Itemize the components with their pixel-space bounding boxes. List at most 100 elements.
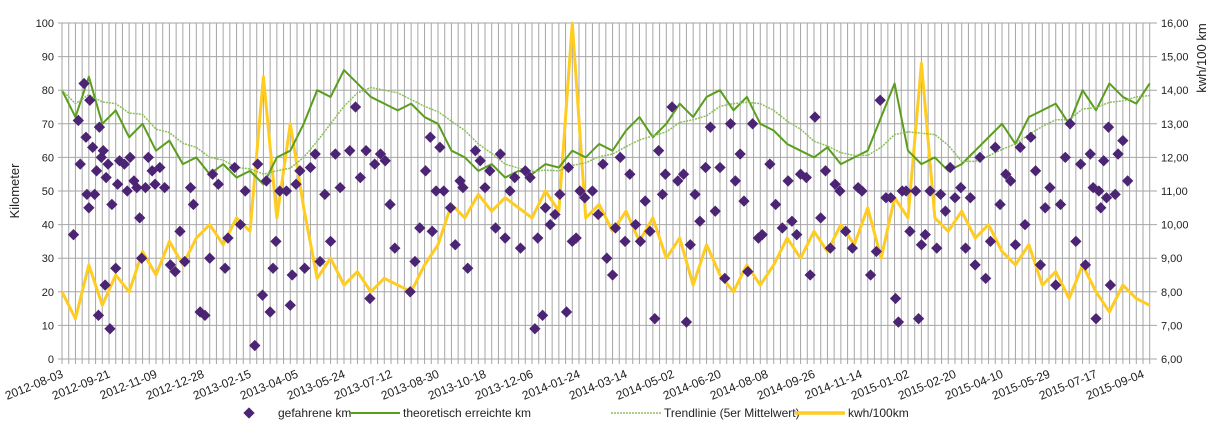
driven-km-point	[274, 185, 286, 197]
y-right-tick-label: 7,00	[1161, 320, 1182, 332]
driven-km-point	[252, 158, 264, 170]
driven-km-point	[680, 316, 693, 328]
driven-km-point	[290, 178, 302, 190]
y-left-tick-label: 0	[48, 354, 54, 366]
driven-km-point	[1121, 175, 1134, 187]
driven-km-point	[414, 222, 426, 234]
driven-km-point	[870, 245, 883, 258]
driven-km-point	[734, 148, 746, 160]
y-right-tick-label: 16,00	[1161, 18, 1189, 30]
driven-km-point	[606, 269, 619, 281]
driven-km-point	[249, 339, 261, 352]
driven-km-point	[829, 178, 841, 190]
driven-km-point	[597, 158, 609, 170]
driven-km-point	[782, 175, 794, 187]
driven-km-point	[984, 235, 997, 248]
driven-km-point	[769, 198, 782, 211]
driven-km-point	[570, 232, 582, 244]
driven-km-point	[489, 222, 502, 234]
driven-km-point	[426, 225, 438, 237]
driven-km-point	[199, 309, 211, 321]
driven-km-point	[479, 181, 491, 194]
theoretical-km-series	[61, 69, 1151, 186]
driven-km-point	[334, 181, 346, 194]
driven-km-point	[834, 185, 846, 197]
driven-km-point	[1090, 313, 1102, 325]
driven-km-point	[614, 151, 626, 164]
driven-km-point	[158, 181, 171, 194]
legend-label: kwh/100km	[848, 406, 909, 420]
driven-km-point	[524, 171, 536, 184]
driven-km-point	[1074, 158, 1087, 170]
driven-km-point	[756, 229, 768, 241]
driven-km-point	[1029, 165, 1042, 177]
driven-km-point	[629, 218, 642, 231]
driven-km-point	[90, 165, 103, 177]
y-right-tick-label: 8,00	[1161, 287, 1182, 299]
driven-km-point	[304, 161, 317, 174]
driven-km-point	[815, 212, 827, 224]
driven-km-point	[142, 151, 154, 164]
driven-km-point	[270, 235, 282, 248]
driven-km-point	[819, 165, 832, 177]
driven-km-point	[430, 185, 442, 197]
driven-km-point	[1102, 121, 1115, 133]
trend-series	[61, 86, 1150, 175]
driven-km-point	[494, 148, 507, 160]
driven-km-point	[286, 269, 298, 281]
driven-km-point	[742, 265, 754, 278]
driven-km-point	[719, 272, 731, 285]
legend-label: gefahrene km	[278, 406, 351, 420]
driven-km-point	[980, 272, 992, 285]
driven-km-point	[349, 101, 362, 113]
driven-km-point	[222, 232, 234, 244]
y-left-tick-label: 30	[42, 253, 54, 265]
driven-km-point	[746, 118, 759, 130]
driven-km-point	[1025, 131, 1037, 143]
driven-km-point	[319, 188, 331, 201]
driven-km-point	[554, 188, 566, 201]
driven-km-point	[544, 218, 556, 231]
driven-km-point	[187, 198, 200, 211]
driven-km-point	[791, 229, 803, 241]
driven-km-point	[409, 255, 421, 268]
driven-km-point	[764, 158, 776, 170]
y-right-tick-label: 6,00	[1161, 354, 1182, 366]
axes: 0 10 20 30 40 50 60 70 80 90 100 6,00 7,00 8,00 9,00 10…	[3, 18, 1189, 403]
y-right-axis-title: kwh/100 km	[1194, 23, 1209, 92]
y-right-tick-label: 15,00	[1161, 52, 1189, 64]
driven-km-point	[1100, 192, 1113, 204]
driven-km-point	[684, 239, 696, 251]
driven-km-point	[1109, 188, 1121, 201]
driven-km-point	[1084, 148, 1096, 160]
driven-km-point	[1059, 151, 1071, 164]
driven-km-point	[586, 185, 599, 197]
driven-km-point	[280, 185, 293, 197]
driven-km-point	[309, 148, 321, 160]
driven-km-point	[504, 185, 516, 197]
driven-km-point	[1014, 141, 1026, 153]
y-right-tick-label: 11,00	[1161, 186, 1188, 198]
driven-km-point	[1095, 202, 1107, 214]
driven-km-point	[856, 185, 868, 197]
driven-km-point	[656, 188, 669, 201]
driven-km-point	[924, 185, 936, 197]
driven-km-point	[1039, 202, 1051, 214]
driven-km-point	[639, 195, 651, 207]
driven-km-point	[1009, 239, 1022, 251]
driven-km-point	[964, 192, 977, 204]
driven-km-point	[644, 225, 656, 237]
driven-km-point	[379, 155, 391, 167]
driven-km-point	[1044, 181, 1056, 194]
driven-km-point	[134, 212, 146, 224]
driven-km-point	[1054, 198, 1067, 211]
y-left-tick-label: 10	[42, 320, 54, 332]
driven-km-series	[67, 77, 1134, 352]
driven-km-point	[256, 289, 269, 301]
driven-km-point	[874, 94, 886, 106]
driven-km-point	[1117, 134, 1129, 147]
driven-km-point	[404, 286, 416, 298]
y-left-tick-label: 50	[42, 186, 54, 198]
y-left-tick-label: 40	[42, 220, 54, 232]
driven-km-point	[562, 161, 575, 174]
